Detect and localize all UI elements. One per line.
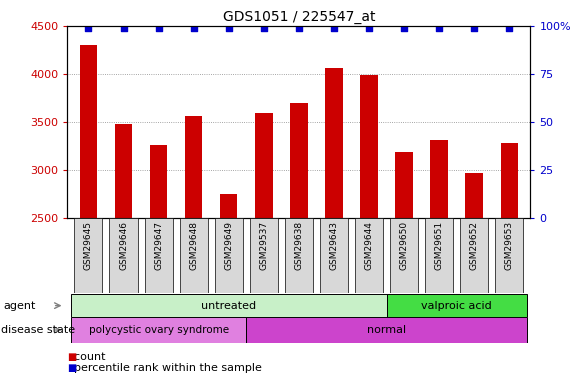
Text: GSM29643: GSM29643	[329, 221, 339, 270]
Text: disease state: disease state	[1, 325, 75, 335]
Point	[84, 25, 93, 31]
Point	[400, 25, 409, 31]
Bar	[460, 217, 488, 292]
Text: ■: ■	[67, 352, 77, 362]
Point	[259, 25, 268, 31]
Bar	[71, 294, 387, 317]
Bar	[387, 294, 527, 317]
Point	[469, 25, 479, 31]
Point	[329, 25, 339, 31]
Bar	[495, 217, 523, 292]
Bar	[325, 68, 343, 218]
Bar	[145, 217, 173, 292]
Bar	[285, 217, 313, 292]
Bar	[430, 140, 448, 218]
Bar	[500, 143, 518, 218]
Bar	[80, 45, 97, 218]
Title: GDS1051 / 225547_at: GDS1051 / 225547_at	[223, 10, 375, 24]
Point	[119, 25, 128, 31]
Text: GSM29537: GSM29537	[259, 221, 268, 270]
Bar	[425, 217, 453, 292]
Point	[364, 25, 374, 31]
Point	[434, 25, 444, 31]
Text: polycystic ovary syndrome: polycystic ovary syndrome	[88, 325, 229, 335]
Point	[505, 25, 514, 31]
Bar	[290, 103, 308, 218]
Text: agent: agent	[3, 301, 35, 310]
Text: GSM29648: GSM29648	[189, 221, 198, 270]
Text: valproic acid: valproic acid	[421, 301, 492, 310]
Text: GSM29651: GSM29651	[435, 221, 444, 270]
Point	[189, 25, 198, 31]
Bar	[74, 217, 103, 292]
Bar	[71, 317, 246, 343]
Bar	[214, 217, 243, 292]
Point	[224, 25, 233, 31]
Text: GSM29647: GSM29647	[154, 221, 163, 270]
Bar	[110, 217, 138, 292]
Text: ■: ■	[67, 363, 77, 373]
Bar	[250, 217, 278, 292]
Text: GSM29653: GSM29653	[505, 221, 514, 270]
Text: GSM29646: GSM29646	[119, 221, 128, 270]
Text: percentile rank within the sample: percentile rank within the sample	[67, 363, 263, 373]
Bar	[220, 194, 237, 217]
Text: GSM29638: GSM29638	[294, 221, 304, 270]
Bar	[396, 152, 413, 217]
Bar	[360, 75, 378, 217]
Bar	[185, 116, 202, 218]
Point	[294, 25, 304, 31]
Text: GSM29650: GSM29650	[400, 221, 408, 270]
Bar	[320, 217, 348, 292]
Bar	[115, 124, 132, 218]
Text: GSM29652: GSM29652	[470, 221, 479, 270]
Bar	[465, 172, 483, 217]
Point	[154, 25, 163, 31]
Text: GSM29645: GSM29645	[84, 221, 93, 270]
Text: GSM29644: GSM29644	[364, 221, 373, 270]
Text: normal: normal	[367, 325, 406, 335]
Bar	[390, 217, 418, 292]
Bar	[355, 217, 383, 292]
Bar	[180, 217, 207, 292]
Bar	[246, 317, 527, 343]
Bar	[150, 145, 168, 218]
Text: count: count	[67, 352, 106, 362]
Text: untreated: untreated	[201, 301, 256, 310]
Bar	[255, 113, 272, 218]
Text: GSM29649: GSM29649	[224, 221, 233, 270]
